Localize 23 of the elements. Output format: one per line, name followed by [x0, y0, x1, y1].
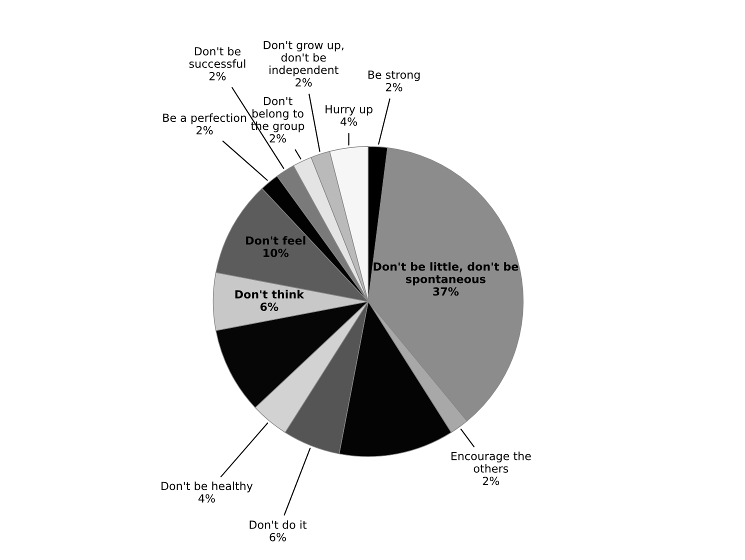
slice-label: Hurry up [326, 105, 372, 116]
slice-label: Encourage the others [451, 452, 531, 473]
slice-label: Don't be healthy [162, 482, 253, 492]
data-label: 2% [270, 134, 286, 143]
slice-label: Don't grow up, don't be independent [264, 40, 344, 76]
data-label: 4% [340, 117, 358, 126]
data-label: 10% [264, 248, 289, 258]
slice-label: Be strong [368, 70, 420, 82]
slice-label: Don't be little, don't be spontaneous [374, 262, 518, 286]
data-label: 2% [296, 78, 312, 87]
data-label: 2% [209, 72, 226, 80]
data-label: 2% [196, 126, 213, 134]
data-label: 6% [270, 532, 286, 542]
data-label: 6% [260, 302, 278, 311]
data-label: 2% [386, 82, 402, 92]
slice-label: Don't do it [250, 520, 307, 529]
slice-label: Don't be successful [189, 46, 246, 68]
data-label: 2% [482, 476, 500, 486]
slice-label: Don't feel [246, 236, 306, 245]
data-label: 37% [433, 287, 459, 296]
data-label: 4% [198, 494, 215, 503]
slice-label: Don't think [235, 290, 304, 299]
slice-label: Be a perfection [163, 113, 246, 124]
